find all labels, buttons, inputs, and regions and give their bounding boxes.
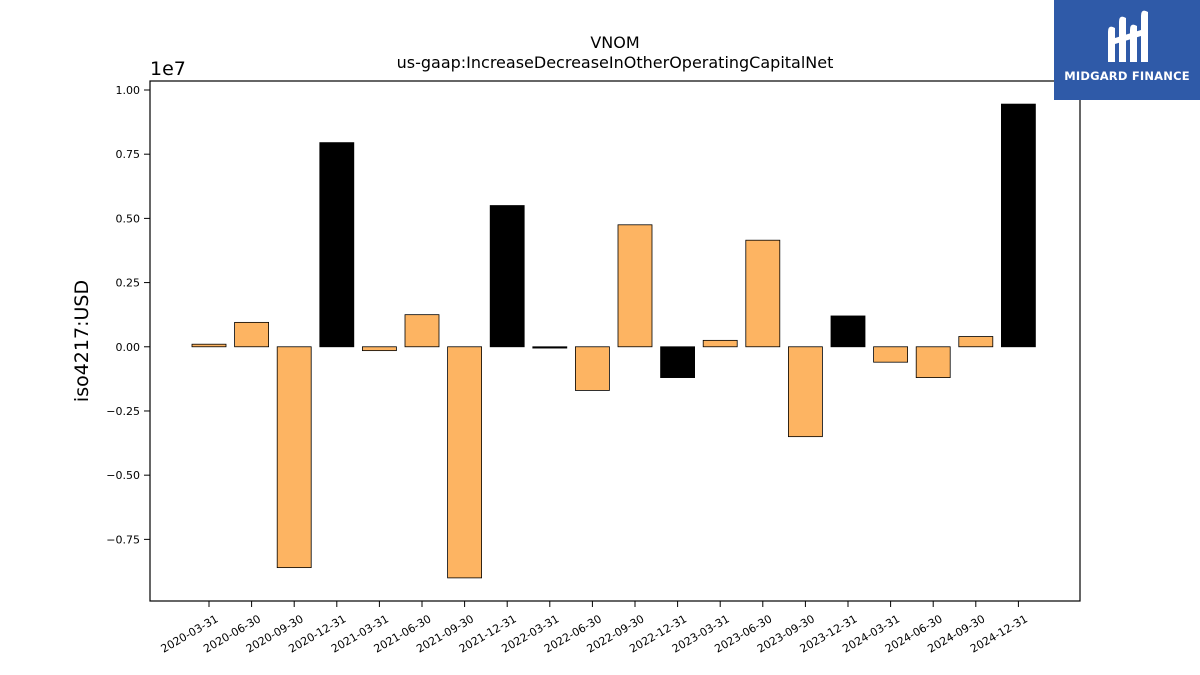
bar-2022-12-31: [660, 346, 695, 378]
y-offset-label: 1e7: [150, 58, 186, 80]
bar-2020-09-30: [276, 346, 312, 569]
bar-2021-09-30: [447, 346, 483, 579]
bar-2023-09-30: [788, 346, 823, 438]
y-tick-label: 1.00: [116, 84, 141, 97]
bar-2023-06-30: [745, 239, 781, 348]
bar-2024-12-31: [1001, 103, 1036, 348]
bar-2023-03-31: [702, 339, 738, 348]
bar-2024-03-31: [873, 346, 908, 363]
y-tick-label: 0.25: [116, 277, 141, 290]
bar-2022-09-30: [617, 224, 653, 348]
bars-layer: [191, 103, 1036, 579]
brand-logo: MIDGARD FINANCE: [1054, 0, 1200, 100]
y-tick-label: 0.75: [116, 148, 141, 161]
bar-2024-09-30: [958, 336, 994, 348]
y-tick-label: −0.50: [106, 469, 140, 482]
midgard-logo-icon: [1108, 10, 1148, 63]
chart-subtitle: us-gaap:IncreaseDecreaseInOtherOperating…: [397, 53, 834, 72]
chart-title: VNOM: [590, 33, 639, 52]
x-axis-ticks: 2020-03-312020-06-302020-09-302020-12-31…: [159, 601, 1030, 656]
bar-2024-06-30: [915, 346, 951, 378]
y-tick-label: 0.00: [116, 341, 141, 354]
y-tick-label: 0.50: [116, 212, 141, 225]
bar-2023-12-31: [830, 315, 866, 348]
brand-name: MIDGARD FINANCE: [1064, 69, 1190, 83]
bar-2021-12-31: [489, 205, 525, 348]
y-tick-label: −0.25: [106, 405, 140, 418]
plot-frame: [149, 80, 1081, 602]
bar-2020-12-31: [319, 142, 355, 348]
bar-2021-06-30: [404, 314, 440, 348]
bar-2020-06-30: [234, 321, 270, 348]
bar-2020-03-31: [191, 343, 227, 348]
y-axis-ticks: −0.75 −0.50 −0.25 0.00 0.25 0.50 0.75 1.00: [106, 84, 150, 546]
bar-2021-03-31: [361, 346, 397, 352]
bar-2022-06-30: [575, 346, 610, 391]
bar-2022-03-31: [532, 346, 568, 349]
y-tick-label: −0.75: [106, 533, 140, 546]
y-axis-label: iso4217:USD: [71, 280, 93, 402]
